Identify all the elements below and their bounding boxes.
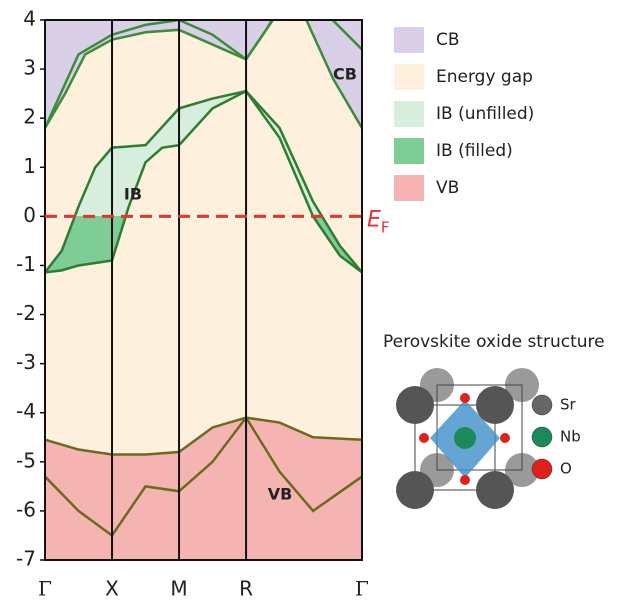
y-tick-label: -3 [16,350,36,374]
legend-label: Energy gap [436,67,533,87]
y-tick-label: 3 [23,56,36,80]
legend-swatch [394,101,424,127]
inset-title: Perovskite oxide structure [383,332,605,352]
region-label: IB [124,185,142,204]
legend-swatch [394,138,424,164]
y-tick-label: -6 [16,497,36,521]
x-tick-label: X [105,577,119,601]
figure: ΓXMRΓ-7-6-5-4-3-2-101234EFCBIBVBCBEnergy… [0,0,638,608]
legend-swatch [394,64,424,90]
legend-label: VB [436,178,459,198]
atom-swatch [532,427,552,447]
legend-label: IB (unfilled) [436,104,534,124]
fermi-label-sub: F [381,218,390,236]
atom-label: O [560,460,572,478]
y-tick-label: -7 [16,547,36,571]
atom-label: Sr [560,396,577,414]
legend-swatch [394,175,424,201]
legend-swatch [394,27,424,53]
x-tick-label: Γ [355,577,369,601]
region-label: CB [333,65,357,84]
fermi-label-main: E [367,207,381,232]
region-label: VB [268,485,293,504]
y-tick-label: 4 [23,7,36,31]
y-tick-label: 0 [23,203,36,227]
atom-swatch [532,459,552,479]
structure-illustration [396,368,539,509]
atom-swatch [532,395,552,415]
legend-label: IB (filled) [436,141,513,161]
x-tick-label: M [170,577,187,601]
y-tick-label: -1 [16,252,36,276]
fermi-label: EF [367,207,390,236]
atom-label: Nb [560,428,581,446]
legend-label: CB [436,30,460,50]
x-tick-label: Γ [38,577,52,601]
y-tick-label: -2 [16,301,36,325]
y-tick-label: 2 [23,105,36,129]
y-tick-label: -5 [16,448,36,472]
y-tick-label: 1 [23,154,36,178]
x-tick-label: R [239,577,253,601]
y-tick-label: -4 [16,399,36,423]
